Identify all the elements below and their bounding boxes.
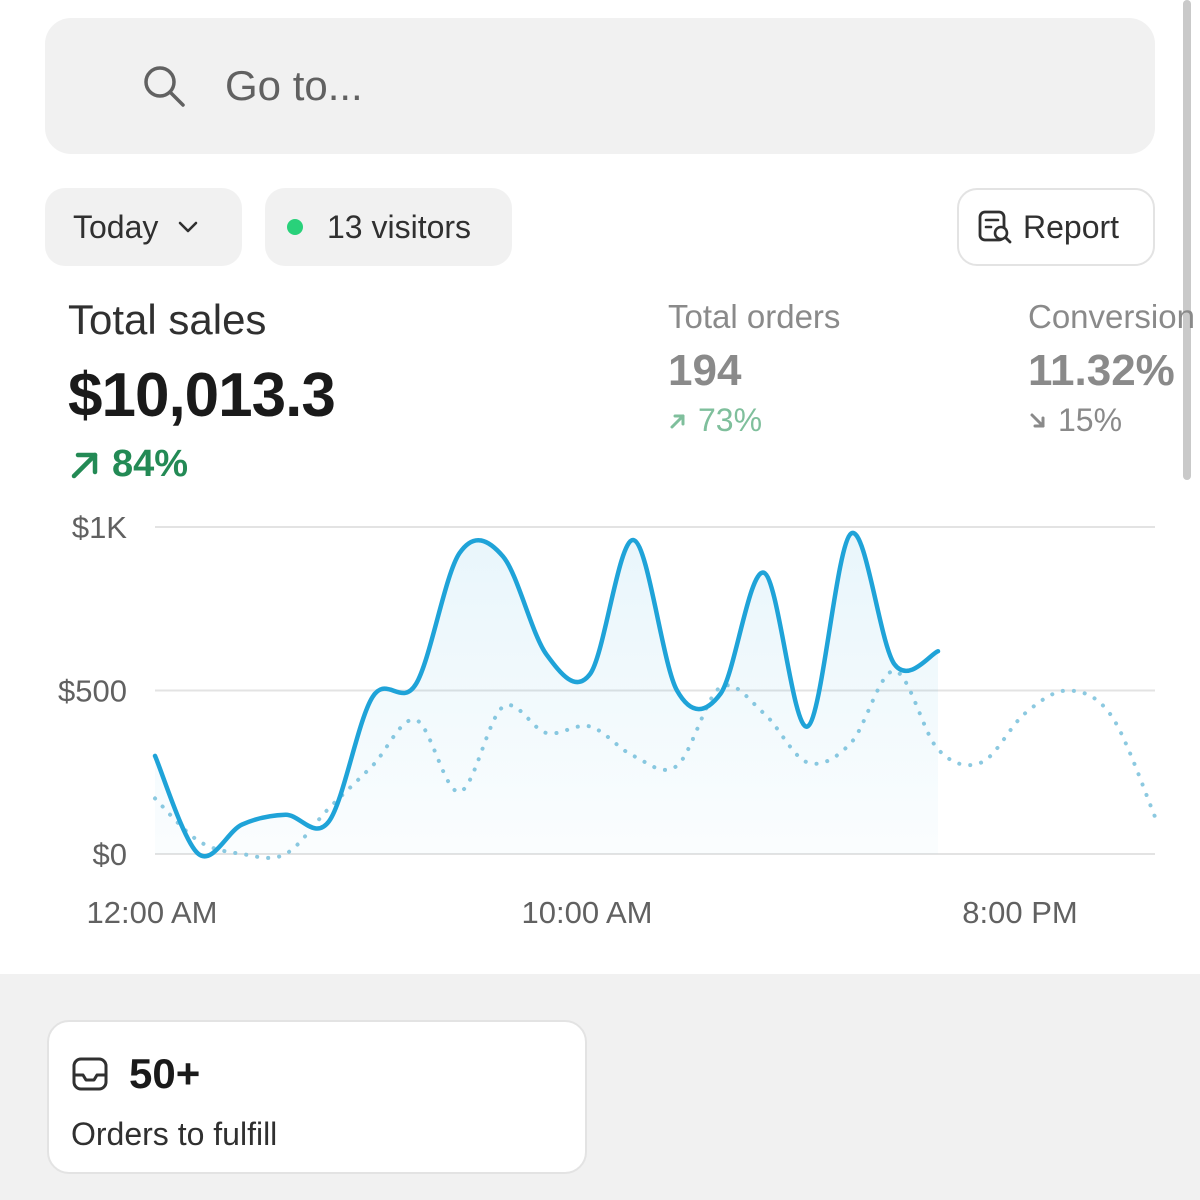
conversion-metric[interactable]: Conversion 11.32% 15%	[1028, 298, 1195, 439]
chevron-down-icon	[179, 221, 198, 233]
total-orders-label: Total orders	[668, 298, 841, 335]
y-tick-label: $0	[93, 837, 127, 872]
current-series-area	[155, 532, 938, 857]
x-tick-label: 12:00 AM	[87, 895, 218, 930]
live-dot-icon	[287, 219, 303, 235]
y-tick-label: $500	[58, 674, 127, 709]
total-sales-value: $10,013.3	[68, 361, 336, 430]
sales-over-time-chart[interactable]: $1K $500 $0 12:00 AM 10:00 AM 8:00 PM	[0, 500, 1200, 940]
visitors-label: 13 visitors	[327, 208, 472, 245]
total-orders-delta: 73%	[668, 402, 840, 439]
total-sales-metric[interactable]: Total sales $10,013.3 84%	[68, 296, 336, 486]
report-icon	[978, 210, 1012, 244]
y-tick-label: $1K	[72, 510, 127, 545]
total-orders-metric[interactable]: Total orders 194 73%	[668, 298, 840, 439]
date-range-label: Today	[73, 208, 159, 245]
search-bar[interactable]: Go to...	[45, 18, 1155, 154]
search-placeholder[interactable]: Go to...	[225, 62, 363, 109]
date-range-button[interactable]: Today	[45, 188, 242, 266]
conversion-value: 11.32%	[1028, 346, 1175, 395]
total-sales-label: Total sales	[68, 296, 267, 343]
current-series-line	[152, 531, 941, 859]
arrow-up-right-icon	[670, 414, 685, 428]
total-sales-delta-value: 84%	[112, 443, 189, 485]
orders-to-fulfill-card[interactable]: 50+ Orders to fulfill	[47, 1020, 587, 1174]
conversion-delta: 15%	[1028, 402, 1195, 439]
report-button[interactable]: Report	[957, 188, 1155, 266]
conversion-delta-value: 15%	[1058, 402, 1123, 438]
total-orders-delta-value: 73%	[698, 402, 763, 438]
orders-to-fulfill-count: 50+	[129, 1050, 201, 1097]
arrow-down-right-icon	[1030, 413, 1045, 427]
x-tick-label: 8:00 PM	[962, 895, 1077, 930]
inbox-icon	[72, 1057, 108, 1091]
live-visitors-button[interactable]: 13 visitors	[265, 188, 512, 266]
arrow-up-right-icon	[71, 452, 98, 478]
orders-to-fulfill-label: Orders to fulfill	[71, 1116, 278, 1152]
total-orders-value: 194	[668, 346, 742, 395]
total-sales-delta: 84%	[68, 443, 335, 486]
x-tick-label: 10:00 AM	[522, 895, 653, 930]
conversion-label: Conversion	[1028, 298, 1195, 335]
orders-to-fulfill-header: 50+	[71, 1050, 200, 1098]
scrollbar[interactable]	[1183, 0, 1191, 480]
search-icon	[144, 66, 185, 107]
report-label: Report	[1023, 208, 1120, 245]
